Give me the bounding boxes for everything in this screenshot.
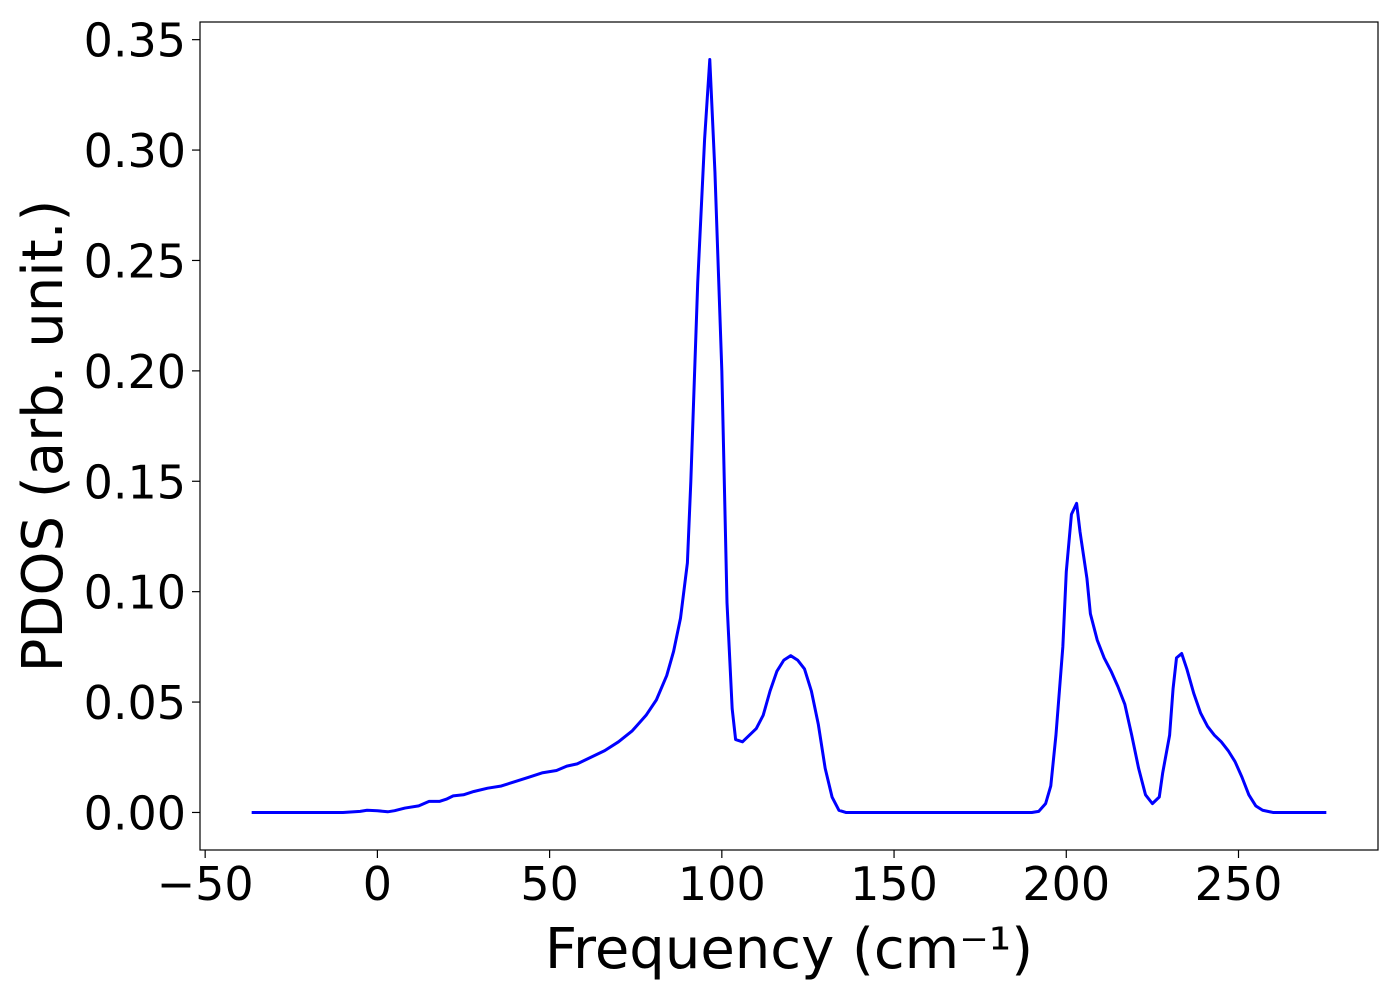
- y-tick-label: 0.20: [84, 345, 186, 399]
- y-tick-label: 0.35: [84, 14, 186, 68]
- x-tick-label: 50: [520, 857, 579, 911]
- y-tick-label: 0.30: [84, 124, 186, 178]
- y-tick-label: 0.00: [84, 786, 186, 840]
- y-tick-label: 0.10: [84, 566, 186, 620]
- plot-frame: [199, 21, 1379, 851]
- x-tick-label: 0: [363, 857, 392, 911]
- x-tick-label: 150: [850, 857, 938, 911]
- y-tick-label: 0.05: [84, 676, 186, 730]
- x-tick-label: −50: [157, 857, 254, 911]
- data-line: [251, 58, 1327, 814]
- x-tick-label: 250: [1195, 857, 1283, 911]
- y-tick-label: 0.25: [84, 234, 186, 288]
- x-tick-label: 100: [678, 857, 766, 911]
- y-tick-label: 0.15: [84, 455, 186, 509]
- x-tick-label: 200: [1022, 857, 1110, 911]
- y-axis-label: PDOS (arb. unit.): [11, 200, 76, 673]
- x-axis-label: Frequency (cm⁻¹): [545, 917, 1033, 982]
